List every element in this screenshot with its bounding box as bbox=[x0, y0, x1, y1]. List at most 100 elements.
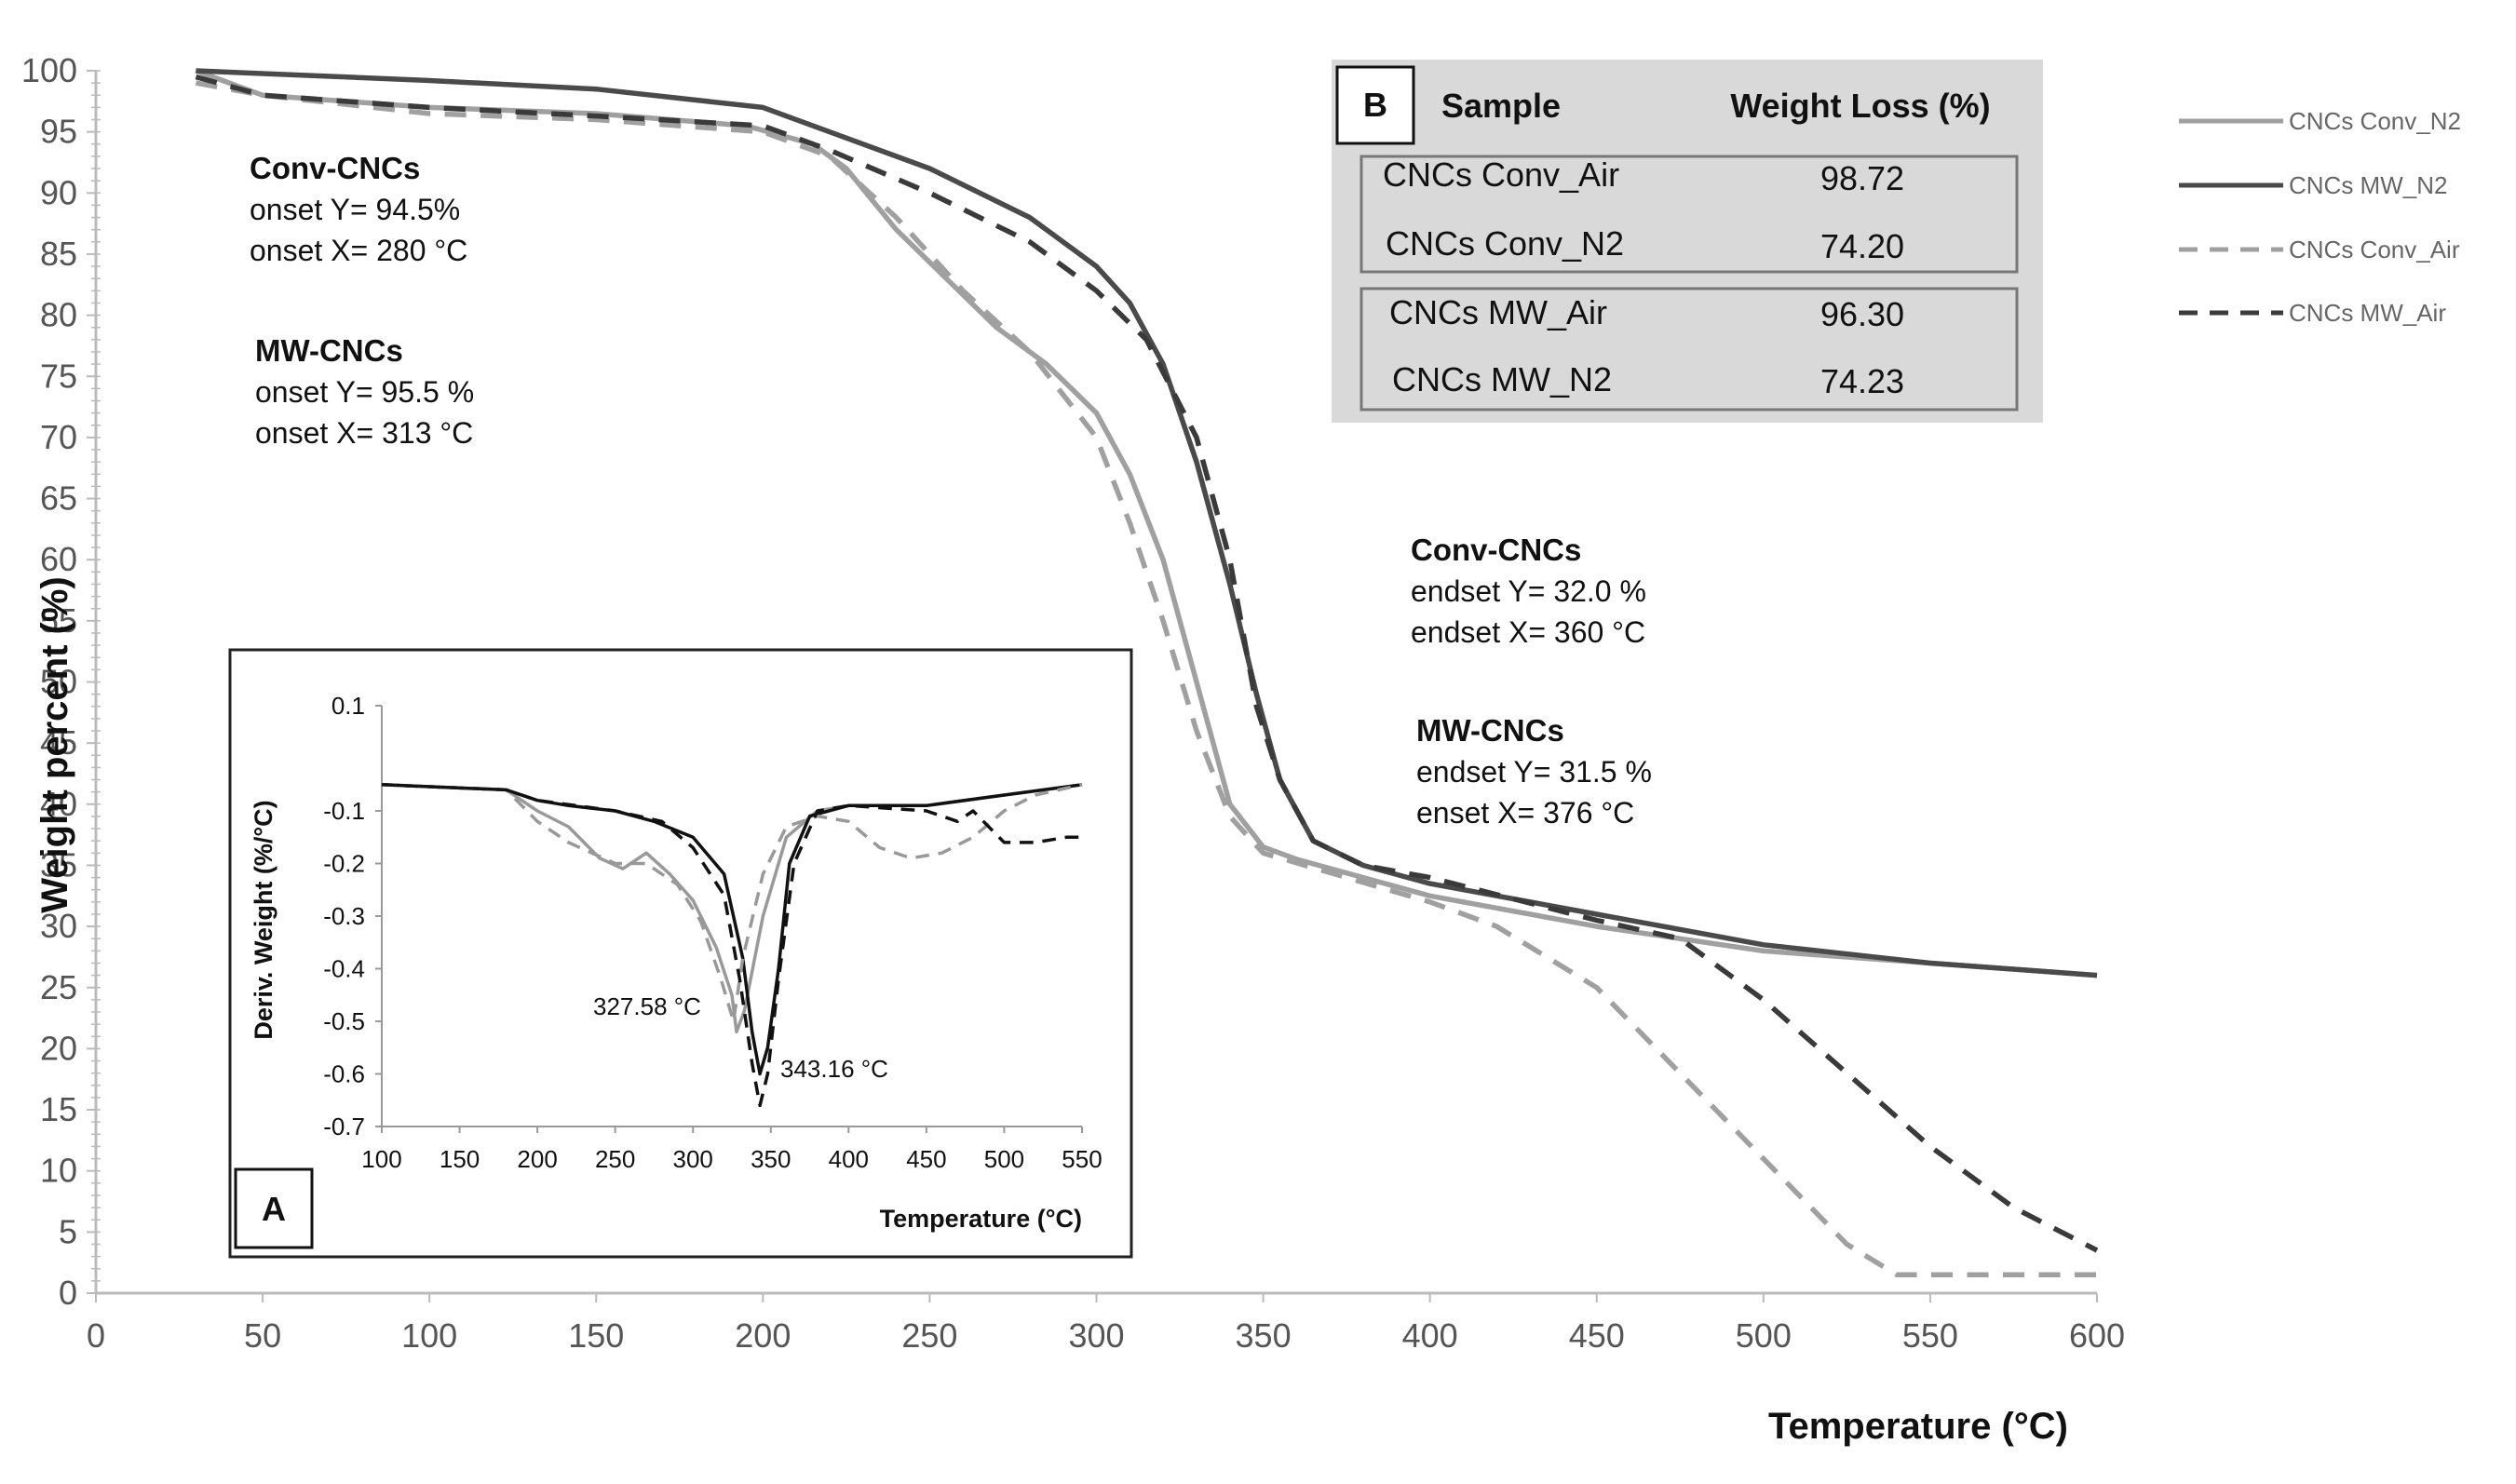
series-line-cncs-mw-n2 bbox=[196, 68, 2098, 978]
table-b-label: B bbox=[1363, 86, 1387, 124]
main-x-axis-title: Temperature (°C) bbox=[1768, 1406, 2068, 1447]
main-x-tick-label: 600 bbox=[2069, 1316, 2125, 1355]
svg-text:74.23: 74.23 bbox=[1820, 362, 1904, 400]
table-b-row: CNCs Conv_Air 98.72 bbox=[1383, 155, 1904, 197]
svg-text:Conv-CNCs: Conv-CNCs bbox=[1411, 533, 1581, 567]
main-x-tick-label: 0 bbox=[87, 1316, 105, 1355]
table-b-row: CNCs MW_N2 74.23 bbox=[1392, 360, 1904, 400]
svg-text:CNCs MW_Air: CNCs MW_Air bbox=[1389, 293, 1607, 331]
inset-x-tick-label: 300 bbox=[673, 1145, 713, 1173]
inset-x-tick-label: 450 bbox=[906, 1145, 946, 1173]
main-y-tick-label: 30 bbox=[40, 907, 77, 945]
main-x-tick-label: 450 bbox=[1569, 1316, 1625, 1355]
main-y-tick-label: 55 bbox=[40, 601, 77, 640]
main-y-tick-label: 60 bbox=[40, 540, 77, 578]
main-y-tick-label: 5 bbox=[59, 1212, 77, 1250]
annotation-conv-onset: Conv-CNCs onset Y= 94.5% onset X= 280 °C bbox=[250, 151, 467, 267]
series-line-cncs-conv-air bbox=[195, 80, 2097, 1278]
inset-y-tick-label: -0.1 bbox=[323, 797, 365, 825]
main-y-tick-label: 90 bbox=[40, 173, 77, 211]
main-x-tick-label: 50 bbox=[244, 1316, 281, 1355]
inset-x-tick-label: 400 bbox=[829, 1145, 869, 1173]
svg-text:CNCs MW_N2: CNCs MW_N2 bbox=[1392, 360, 1612, 398]
series-line-cncs-conv-air bbox=[381, 783, 1083, 1023]
table-b-background bbox=[1332, 60, 2043, 423]
annotation-mw-endset: MW-CNCs endset Y= 31.5 % enset X= 376 °C bbox=[1416, 713, 1652, 830]
inset-y-tick-label: -0.2 bbox=[323, 850, 365, 878]
series-line-cncs-conv-n2 bbox=[195, 68, 2098, 978]
svg-text:96.30: 96.30 bbox=[1820, 295, 1904, 333]
main-y-tick-label: 25 bbox=[40, 968, 77, 1006]
table-b-header-loss: Weight Loss (%) bbox=[1730, 87, 1990, 125]
inset-axes: 100 150 200 250 300 350 400 450 500 550 0.1 -0.1 -0.… bbox=[323, 692, 1102, 1173]
inset-a: 100 150 200 250 300 350 400 450 500 550 0.1 -0.1 -0.… bbox=[228, 648, 1133, 1259]
main-x-tick-label: 400 bbox=[1402, 1316, 1458, 1355]
legend-item: CNCs MW_N2 bbox=[2179, 171, 2447, 199]
main-y-tick-label: 15 bbox=[40, 1090, 77, 1128]
table-b-row: CNCs Conv_N2 74.20 bbox=[1386, 224, 1904, 265]
main-y-tick-label: 70 bbox=[40, 418, 77, 456]
inset-series bbox=[381, 783, 1083, 1108]
table-b-header-sample: Sample bbox=[1441, 87, 1561, 125]
main-y-tick-label: 35 bbox=[40, 845, 77, 884]
main-y-tick-label: 80 bbox=[40, 296, 77, 334]
series-line-cncs-mw-air bbox=[381, 783, 1082, 1108]
table-b-label-box bbox=[1335, 65, 1415, 145]
svg-text:onset X= 280 °C: onset X= 280 °C bbox=[250, 234, 467, 267]
main-x-tick-label: 350 bbox=[1236, 1316, 1292, 1355]
main-y-axis-title: Weight percent (%) bbox=[34, 576, 75, 913]
inset-a-frame bbox=[228, 648, 1133, 1259]
svg-text:CNCs Conv_N2: CNCs Conv_N2 bbox=[2289, 107, 2461, 135]
inset-a-label-box bbox=[234, 1167, 314, 1249]
main-axes: 0 50 100 150 200 250 300 350 400 450 500 550 600 0 5 10… bbox=[21, 51, 2125, 1355]
legend-item: CNCs Conv_Air bbox=[2179, 236, 2460, 263]
svg-text:CNCs MW_N2: CNCs MW_N2 bbox=[2289, 171, 2447, 199]
main-x-tick-label: 200 bbox=[735, 1316, 791, 1355]
inset-peak-label-conv: 327.58 °C bbox=[593, 992, 701, 1020]
main-x-tick-label: 500 bbox=[1736, 1316, 1792, 1355]
main-series bbox=[195, 68, 2099, 1278]
inset-x-tick-label: 250 bbox=[595, 1145, 635, 1173]
inset-x-tick-label: 350 bbox=[751, 1145, 791, 1173]
svg-text:onset Y= 94.5%: onset Y= 94.5% bbox=[250, 193, 460, 226]
svg-text:endset X= 360 °C: endset X= 360 °C bbox=[1411, 615, 1645, 649]
main-x-tick-label: 150 bbox=[568, 1316, 624, 1355]
inset-y-tick-label: -0.5 bbox=[323, 1007, 365, 1035]
legend: CNCs Conv_N2 CNCs MW_N2 CNCs Conv_Air CN… bbox=[2179, 107, 2461, 327]
inset-y-tick-label: 0.1 bbox=[331, 692, 365, 720]
svg-text:MW-CNCs: MW-CNCs bbox=[255, 333, 403, 368]
inset-x-tick-label: 550 bbox=[1062, 1145, 1102, 1173]
svg-text:CNCs Conv_N2: CNCs Conv_N2 bbox=[1386, 224, 1624, 263]
main-y-tick-label: 85 bbox=[40, 235, 77, 273]
legend-item: CNCs MW_Air bbox=[2179, 299, 2446, 327]
svg-text:CNCs Conv_Air: CNCs Conv_Air bbox=[1383, 155, 1619, 194]
main-x-tick-label: 100 bbox=[401, 1316, 457, 1355]
svg-text:endset Y= 32.0 %: endset Y= 32.0 % bbox=[1411, 574, 1646, 608]
table-b: B Sample Weight Loss (%) CNCs Conv_Air 9… bbox=[1332, 60, 2043, 423]
main-y-tick-label: 20 bbox=[40, 1029, 77, 1067]
inset-x-tick-label: 500 bbox=[984, 1145, 1024, 1173]
annotation-mw-onset: MW-CNCs onset Y= 95.5 % onset X= 313 °C bbox=[255, 333, 474, 450]
main-y-tick-label: 10 bbox=[40, 1152, 77, 1190]
main-y-tick-label: 100 bbox=[21, 51, 77, 89]
svg-text:98.72: 98.72 bbox=[1820, 159, 1904, 197]
inset-y-axis-title: Deriv. Weight (%/°C) bbox=[250, 800, 277, 1039]
svg-text:endset Y= 31.5 %: endset Y= 31.5 % bbox=[1416, 755, 1652, 789]
svg-text:MW-CNCs: MW-CNCs bbox=[1416, 713, 1564, 748]
table-b-group-mw bbox=[1359, 287, 2019, 411]
table-b-row: CNCs MW_Air 96.30 bbox=[1389, 293, 1904, 333]
svg-text:onset X= 313 °C: onset X= 313 °C bbox=[255, 416, 473, 450]
main-x-tick-label: 300 bbox=[1068, 1316, 1124, 1355]
main-y-tick-label: 50 bbox=[40, 663, 77, 701]
table-b-group-conv bbox=[1359, 155, 2019, 274]
inset-x-tick-label: 100 bbox=[361, 1145, 401, 1173]
inset-peak-label-mw: 343.16 °C bbox=[780, 1055, 888, 1083]
inset-y-tick-label: -0.7 bbox=[323, 1113, 365, 1140]
main-x-tick-label: 550 bbox=[1902, 1316, 1958, 1355]
svg-text:74.20: 74.20 bbox=[1820, 227, 1904, 265]
main-y-tick-label: 65 bbox=[40, 479, 77, 518]
inset-x-tick-label: 200 bbox=[517, 1145, 557, 1173]
inset-y-tick-label: -0.6 bbox=[323, 1060, 365, 1088]
main-y-tick-label: 0 bbox=[59, 1274, 77, 1312]
